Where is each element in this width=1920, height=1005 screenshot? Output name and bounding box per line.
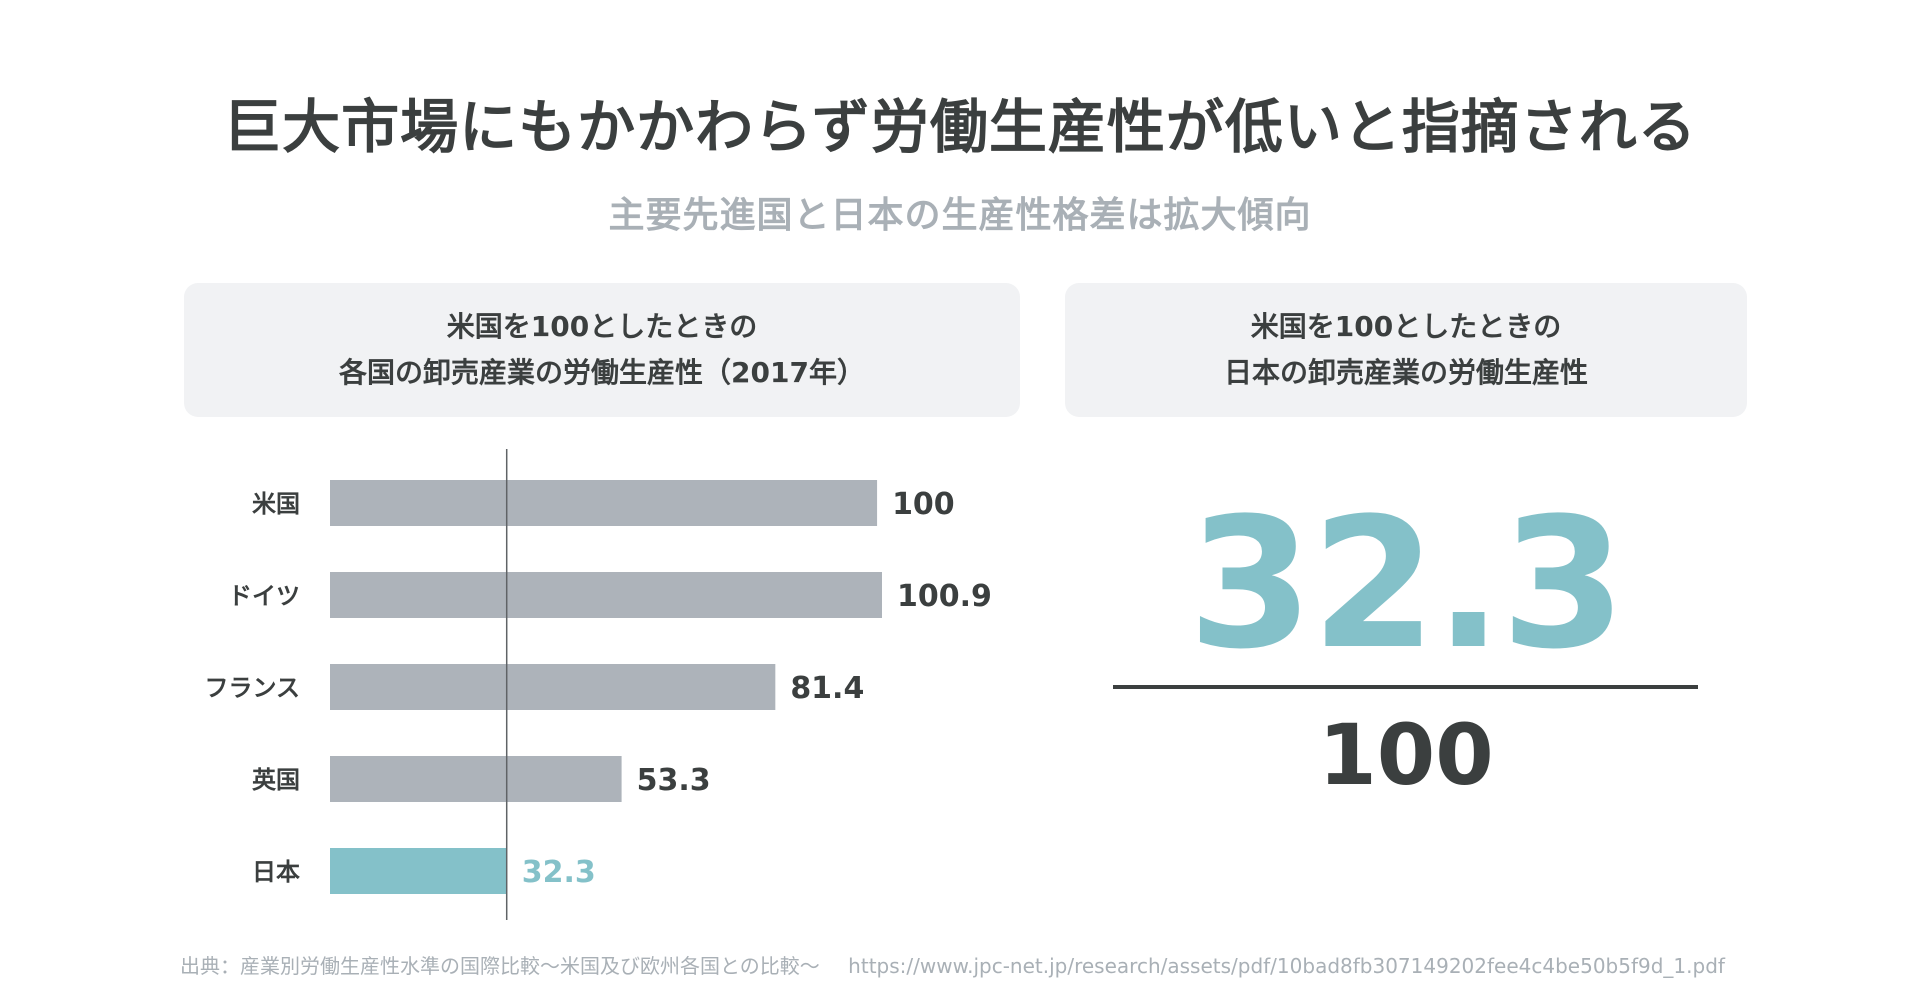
bar [330,480,878,526]
bar [330,848,507,894]
bar-category-label: 日本 [252,858,300,886]
right-panel-line2: 日本の卸売産業の労働生産性 [1223,356,1588,389]
source-label: 出典：産業別労働生産性水準の国際比較〜米国及び欧州各国との比較〜 [180,954,820,978]
bar-value-label: 53.3 [637,763,711,798]
left-panel-header: 米国を100としたときの 各国の卸売産業の労働生産性（2017年） [184,283,1020,417]
bar [330,756,622,802]
page-subtitle: 主要先進国と日本の生産性格差は拡大傾向 [608,195,1312,236]
left-panel-line1: 米国を100としたときの [446,310,758,343]
fraction-line [1113,685,1698,689]
right-panel-line1: 米国を100としたときの [1250,310,1562,343]
us-baseline-number: 100 [1318,706,1494,804]
bar [330,572,882,618]
page-title: 巨大市場にもかかわらず労働生産性が低いと指摘される [223,93,1697,161]
productivity-bar-chart: 米国 100 ドイツ 100.9 フランス 81.4 英国 53.3 日本 32.3 [204,449,992,920]
bar-category-label: ドイツ [228,582,300,610]
bar-value-label: 81.4 [790,671,864,706]
left-panel-line2: 各国の卸売産業の労働生産性（2017年） [339,356,865,389]
bar-value-label: 100.9 [897,579,992,614]
source-citation: 出典：産業別労働生産性水準の国際比較〜米国及び欧州各国との比較〜 https:/… [180,950,1725,979]
bar-category-label: フランス [204,674,300,702]
source-url[interactable]: https://www.jpc-net.jp/research/assets/p… [848,954,1725,978]
bar [330,664,776,710]
bar-category-label: 英国 [252,766,300,794]
bar-value-label: 100 [892,487,955,522]
right-panel-header: 米国を100としたときの 日本の卸売産業の労働生産性 [1065,283,1747,417]
bar-value-label: 32.3 [522,855,596,890]
bar-category-label: 米国 [252,490,300,518]
japan-productivity-number: 32.3 [1187,480,1626,689]
